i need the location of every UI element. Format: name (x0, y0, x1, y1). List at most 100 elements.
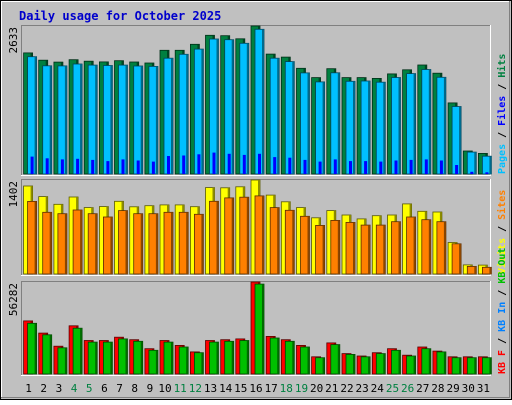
bar-shade (155, 213, 158, 274)
bar (485, 172, 489, 174)
legend-separator: / (497, 332, 508, 350)
bar-shade (95, 65, 98, 174)
y-max-label: 56282 (7, 283, 20, 316)
bar-shade (459, 243, 462, 274)
bar (273, 157, 277, 174)
x-tick-label: 19 (295, 382, 308, 395)
bar-shade (95, 342, 98, 374)
x-tick-label: 26 (401, 382, 414, 395)
bar-shade (307, 216, 310, 274)
series-pages (30, 152, 489, 174)
legend-entry: Visits (496, 238, 508, 274)
bars-hits-files-pages (23, 25, 492, 175)
x-tick-label: 22 (340, 382, 353, 395)
bar-shade (292, 61, 295, 174)
bar-shade (262, 29, 264, 174)
x-tick-label: 20 (310, 382, 323, 395)
bar (106, 161, 110, 174)
x-tick-label: 16 (249, 382, 262, 395)
x-tick-label: 31 (477, 382, 490, 395)
bar (379, 161, 383, 174)
bar-shade (277, 207, 280, 274)
bar-shade (307, 72, 310, 174)
bar-shade (428, 69, 431, 174)
bar-shade (201, 49, 204, 174)
bar (227, 153, 231, 174)
legend-entry: Sites (496, 190, 508, 220)
x-tick-label: 5 (86, 382, 93, 395)
bar (60, 159, 64, 174)
x-tick-label: 4 (71, 382, 78, 395)
bar-shade (171, 342, 173, 374)
bar-shade (262, 195, 264, 274)
bar-shade (353, 354, 355, 374)
bar-shade (368, 81, 371, 174)
bar (45, 158, 49, 174)
bar (242, 154, 246, 174)
y-max-label: 2633 (7, 27, 20, 54)
bar-shade (413, 356, 416, 374)
panel-kb: 56282 KB F / KB In / KB Out (7, 248, 508, 376)
bar (439, 160, 443, 174)
bar-shade (34, 201, 37, 274)
bar-shade (49, 212, 52, 274)
bar-shade (368, 356, 371, 374)
x-tick-label: 1 (25, 382, 32, 395)
bar-shade (201, 214, 204, 274)
bar-shade (140, 66, 143, 174)
y-max-label: 1402 (7, 181, 20, 208)
x-tick-label: 27 (416, 382, 429, 395)
legend-entry: KB F (497, 350, 508, 374)
bar (470, 171, 474, 174)
bar (394, 160, 398, 174)
x-tick-label: 9 (147, 382, 154, 395)
bar-shade (155, 66, 158, 174)
bar-shade (413, 73, 416, 174)
bars-kb (23, 281, 492, 375)
bar (364, 161, 368, 174)
bar-shade (489, 267, 492, 274)
legend-entry: KB Out (497, 248, 508, 284)
bar (167, 156, 170, 174)
legend-entry: Pages (497, 144, 508, 174)
bar (136, 160, 140, 174)
bar-shade (125, 65, 128, 174)
bar-shade (353, 81, 355, 174)
bar-shade (110, 65, 113, 174)
bar (409, 159, 413, 174)
x-tick-label: 23 (355, 382, 368, 395)
bar-shade (322, 357, 325, 374)
bar-shade (34, 56, 37, 175)
bar-shade (459, 357, 462, 374)
bar-shade (216, 342, 219, 374)
bar (333, 159, 337, 174)
bar-shade (125, 210, 128, 274)
panel-hits-files-pages: 2633 Pages / Files / Hits (7, 25, 508, 176)
series-sites (27, 195, 492, 275)
bar-shade (292, 341, 295, 374)
bar-shade (110, 217, 113, 274)
bar-shade (64, 213, 67, 274)
legend-separator: / (497, 284, 508, 302)
bar-shade (353, 222, 355, 274)
bar (30, 156, 34, 174)
bar-shade (413, 217, 416, 274)
bar-shade (383, 225, 386, 274)
bar-shade (443, 221, 446, 274)
x-tick-label: 3 (56, 382, 63, 395)
bar-shade (246, 197, 249, 274)
bar (318, 161, 322, 174)
bar-shade (231, 39, 234, 175)
bar-shade (398, 77, 401, 174)
legend-separator: / (497, 78, 508, 96)
bar-shade (292, 210, 295, 274)
bar-shade (398, 221, 401, 274)
chart-panels: 2633 Pages / Files / Hits 1402 Visits / Sit… (7, 25, 508, 376)
x-tick-label: 18 (280, 382, 293, 395)
bar-shade (171, 212, 173, 274)
bar-shade (140, 213, 143, 274)
bar-shade (216, 39, 219, 174)
chart-title: Daily usage for October 2025 (19, 9, 221, 23)
